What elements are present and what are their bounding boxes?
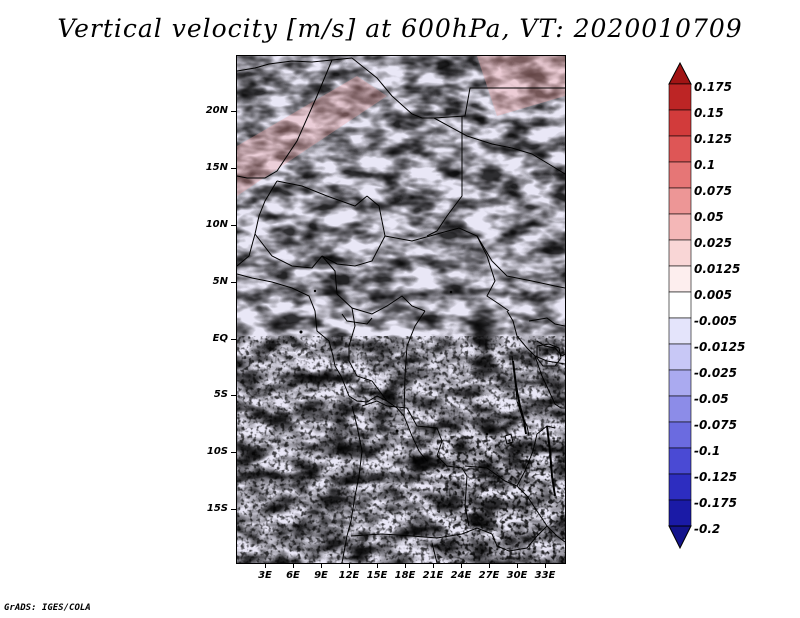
colorbar-label: 0.0125 (694, 262, 741, 276)
lon-label: 3E (258, 570, 272, 581)
colorbar-label: 0.15 (694, 106, 724, 120)
colorbar-bottom-arrow (668, 525, 692, 550)
colorbar-bin (668, 343, 692, 371)
colorbar-label: -0.005 (694, 314, 737, 328)
lat-label: 15N (205, 162, 228, 173)
colorbar-label: -0.2 (694, 522, 721, 536)
colorbar-label: -0.075 (694, 418, 737, 432)
colorbar-bin (668, 447, 692, 475)
colorbar-label: -0.025 (694, 366, 737, 380)
colorbar-label: 0.125 (694, 132, 732, 146)
colorbar-bin (668, 83, 692, 111)
colorbar-bin (668, 499, 692, 527)
lat-label: 15S (206, 503, 228, 514)
lon-label: 30E (506, 570, 528, 581)
map-panel (236, 55, 566, 564)
lon-label: 9E (314, 570, 328, 581)
colorbar-bin (668, 265, 692, 293)
colorbar-label: 0.175 (694, 80, 732, 94)
colorbar-bin (668, 317, 692, 345)
lat-label: EQ (212, 333, 228, 344)
colorbar-bin (668, 187, 692, 215)
lat-label: 20N (205, 105, 228, 116)
colorbar-label: 0.05 (694, 210, 724, 224)
lat-label: 10N (205, 219, 228, 230)
lon-label: 6E (286, 570, 300, 581)
lat-label: 10S (206, 446, 228, 457)
colorbar-label: 0.005 (694, 288, 732, 302)
colorbar (668, 62, 692, 550)
map-title: Vertical velocity [m/s] at 600hPa, VT: 2… (57, 14, 743, 43)
colorbar-bin (668, 473, 692, 501)
colorbar-bin (668, 109, 692, 137)
colorbar-label: -0.175 (694, 496, 737, 510)
lon-label: 15E (366, 570, 388, 581)
colorbar-bin (668, 369, 692, 397)
colorbar-bin (668, 291, 692, 319)
colorbar-top-arrow (668, 62, 692, 85)
colorbar-label: -0.05 (694, 392, 729, 406)
colorbar-label: 0.075 (694, 184, 732, 198)
grads-credit: GrADS: IGES/COLA (4, 603, 91, 613)
colorbar-label: -0.1 (694, 444, 721, 458)
colorbar-bin (668, 239, 692, 267)
colorbar-label: 0.1 (694, 158, 716, 172)
colorbar-bin (668, 213, 692, 241)
colorbar-bin (668, 135, 692, 163)
lon-label: 33E (534, 570, 556, 581)
lon-label: 27E (478, 570, 500, 581)
colorbar-label: -0.0125 (694, 340, 746, 354)
colorbar-label: -0.125 (694, 470, 737, 484)
lon-label: 21E (422, 570, 444, 581)
lat-label: 5N (212, 276, 228, 287)
vertical-velocity-field (237, 56, 565, 563)
lon-label: 12E (338, 570, 360, 581)
colorbar-label: 0.025 (694, 236, 732, 250)
lon-label: 24E (450, 570, 472, 581)
lat-label: 5S (213, 389, 228, 400)
lon-label: 18E (394, 570, 416, 581)
colorbar-bin (668, 421, 692, 449)
colorbar-bin (668, 161, 692, 189)
colorbar-bin (668, 395, 692, 423)
